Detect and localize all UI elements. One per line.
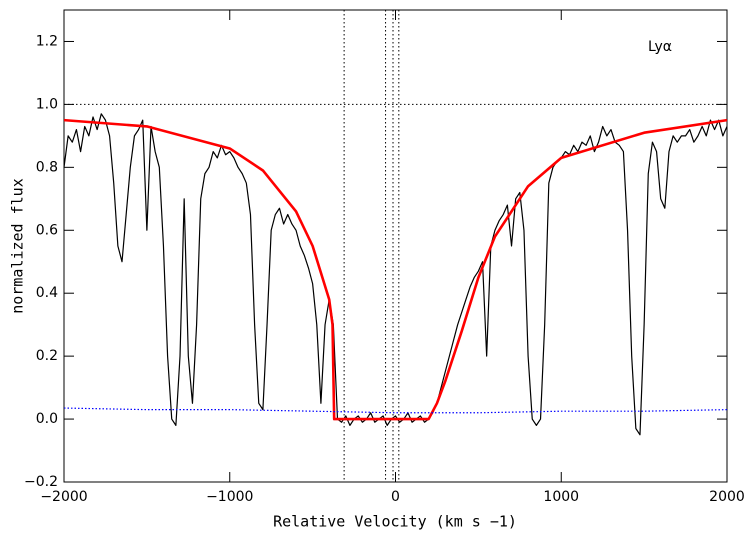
annotation: Lyα xyxy=(648,39,672,55)
x-tick-label: 2000 xyxy=(709,489,745,505)
x-tick-label: 0 xyxy=(391,489,400,505)
y-tick-label: −0.2 xyxy=(24,474,58,490)
x-tick-label: −1000 xyxy=(206,489,253,505)
data-line xyxy=(63,407,728,414)
x-tick-label: 1000 xyxy=(543,489,579,505)
y-tick-label: 1.0 xyxy=(36,96,58,112)
y-tick-label: 0.2 xyxy=(36,348,58,364)
y-tick-label: 0.8 xyxy=(36,159,58,175)
y-tick-label: 1.2 xyxy=(36,33,58,49)
data-line xyxy=(63,118,728,421)
x-axis-label: Relative Velocity (km s −1) xyxy=(273,513,517,531)
y-tick-label: 0.0 xyxy=(36,411,58,427)
y-tick-label: 0.6 xyxy=(36,222,58,238)
y-tick-label: 0.4 xyxy=(36,285,58,301)
y-axis-label: normalized flux xyxy=(9,178,27,313)
data-line xyxy=(63,113,728,436)
x-tick-label: −2000 xyxy=(40,489,87,505)
